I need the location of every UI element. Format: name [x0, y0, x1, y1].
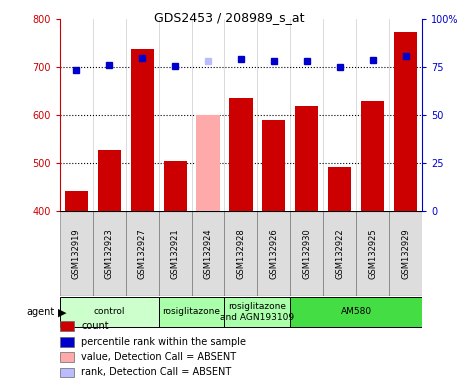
Text: rank, Detection Call = ABSENT: rank, Detection Call = ABSENT — [81, 367, 232, 377]
Text: GDS2453 / 208989_s_at: GDS2453 / 208989_s_at — [154, 12, 305, 25]
Text: GSM132923: GSM132923 — [105, 228, 114, 279]
Bar — [65, 190, 88, 211]
Bar — [196, 115, 219, 211]
Bar — [291, 211, 324, 296]
Bar — [224, 297, 291, 327]
Text: ▶: ▶ — [58, 307, 67, 317]
Bar — [126, 211, 158, 296]
Text: GSM132924: GSM132924 — [203, 228, 213, 279]
Bar — [60, 337, 74, 347]
Bar — [291, 297, 422, 327]
Text: agent: agent — [27, 307, 55, 317]
Bar — [263, 120, 285, 211]
Text: rosiglitazone: rosiglitazone — [162, 308, 220, 316]
Text: GSM132922: GSM132922 — [336, 228, 344, 279]
Text: control: control — [93, 308, 125, 316]
Bar — [98, 150, 121, 211]
Bar — [394, 32, 417, 211]
Bar — [389, 211, 422, 296]
Bar — [230, 98, 252, 211]
Bar — [191, 211, 224, 296]
Bar — [60, 297, 158, 327]
Text: GSM132919: GSM132919 — [72, 228, 81, 279]
Text: GSM132927: GSM132927 — [138, 228, 146, 279]
Bar — [93, 211, 126, 296]
Bar — [224, 211, 257, 296]
Text: AM580: AM580 — [341, 308, 372, 316]
Bar — [60, 321, 74, 331]
Bar — [60, 367, 74, 377]
Bar — [130, 50, 154, 211]
Text: GSM132926: GSM132926 — [269, 228, 279, 279]
Bar — [158, 297, 224, 327]
Text: GSM132928: GSM132928 — [236, 228, 246, 279]
Text: count: count — [81, 321, 109, 331]
Bar — [60, 211, 93, 296]
Text: value, Detection Call = ABSENT: value, Detection Call = ABSENT — [81, 352, 236, 362]
Text: rosiglitazone
and AGN193109: rosiglitazone and AGN193109 — [220, 302, 295, 322]
Bar — [361, 101, 384, 211]
Text: GSM132930: GSM132930 — [302, 228, 311, 279]
Text: GSM132921: GSM132921 — [171, 228, 179, 279]
Bar — [324, 211, 356, 296]
Bar — [257, 211, 291, 296]
Bar — [328, 167, 352, 211]
Bar — [296, 106, 319, 211]
Bar — [356, 211, 389, 296]
Bar — [158, 211, 191, 296]
Text: GSM132929: GSM132929 — [401, 228, 410, 279]
Bar — [60, 352, 74, 362]
Bar — [163, 161, 187, 211]
Text: GSM132925: GSM132925 — [368, 228, 377, 279]
Text: percentile rank within the sample: percentile rank within the sample — [81, 337, 246, 347]
